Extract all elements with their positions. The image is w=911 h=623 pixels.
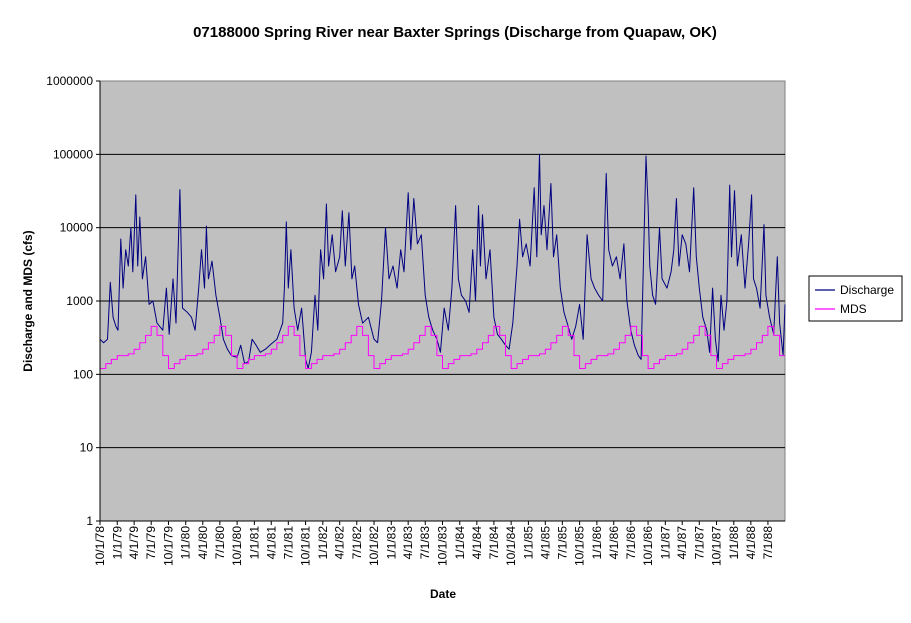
x-tick-label: 7/1/83 — [418, 526, 432, 560]
x-tick-label: 1/1/81 — [247, 526, 261, 560]
x-tick-label: 1/1/86 — [590, 526, 604, 560]
x-tick-label: 1/1/87 — [658, 526, 672, 560]
y-tick-label: 10 — [80, 441, 94, 455]
legend: Discharge MDS — [808, 275, 903, 322]
x-tick-label: 4/1/87 — [675, 526, 689, 560]
series-line-discharge — [99, 153, 786, 369]
x-tick-label: 1/1/83 — [384, 526, 398, 560]
x-tick-label: 1/1/85 — [521, 526, 535, 560]
x-tick-label: 4/1/85 — [538, 526, 552, 560]
x-tick-label: 4/1/82 — [333, 526, 347, 560]
x-tick-label: 1/1/84 — [453, 526, 467, 560]
x-tick-label: 7/1/85 — [555, 526, 569, 560]
y-tick-label: 1 — [86, 514, 93, 528]
x-tick-label: 7/1/87 — [692, 526, 706, 560]
legend-box — [808, 275, 903, 322]
x-tick-label: 7/1/79 — [144, 526, 158, 560]
x-tick-label: 10/1/78 — [93, 526, 107, 566]
x-tick-label: 4/1/80 — [196, 526, 210, 560]
x-tick-label: 4/1/88 — [744, 526, 758, 560]
axes: 1 10 100 1000 10000 100000 1000000 10/1/78 1/1/7… — [46, 74, 785, 566]
x-tick-label: 1/1/88 — [727, 526, 741, 560]
x-tick-label: 4/1/84 — [470, 526, 484, 560]
y-tick-label: 100 — [73, 367, 93, 381]
gridlines — [100, 153, 785, 449]
x-tick-label: 10/1/86 — [641, 526, 655, 566]
legend-label-discharge: Discharge — [840, 283, 894, 297]
legend-label-mds: MDS — [840, 302, 867, 316]
x-tick-label: 10/1/81 — [299, 526, 313, 566]
x-tick-label: 7/1/88 — [761, 526, 775, 560]
x-tick-label: 7/1/82 — [350, 526, 364, 560]
y-axis-title: Discharge and MDS (cfs) — [21, 230, 35, 371]
y-tick-label: 1000 — [66, 294, 93, 308]
x-tick-label: 1/1/79 — [110, 526, 124, 560]
x-tick-label: 1/1/82 — [316, 526, 330, 560]
x-tick-label: 10/1/80 — [230, 526, 244, 566]
y-tick-label: 1000000 — [46, 74, 93, 88]
x-tick-label: 7/1/81 — [281, 526, 295, 560]
x-tick-label: 7/1/80 — [213, 526, 227, 560]
x-tick-label: 7/1/84 — [487, 526, 501, 560]
x-tick-label: 10/1/79 — [161, 526, 175, 566]
x-tick-label: 4/1/86 — [607, 526, 621, 560]
x-tick-label: 1/1/80 — [179, 526, 193, 560]
x-tick-label: 4/1/81 — [264, 526, 278, 560]
series-layer — [99, 153, 786, 369]
x-tick-label: 10/1/82 — [367, 526, 381, 566]
x-tick-label: 4/1/83 — [401, 526, 415, 560]
chart-title: 07188000 Spring River near Baxter Spring… — [193, 24, 717, 41]
x-tick-label: 10/1/87 — [710, 526, 724, 566]
x-tick-label: 10/1/84 — [504, 526, 518, 566]
x-tick-label: 7/1/86 — [624, 526, 638, 560]
y-tick-label: 100000 — [53, 147, 93, 161]
x-tick-label: 10/1/83 — [436, 526, 450, 566]
y-tick-label: 10000 — [60, 221, 94, 235]
x-axis-title: Date — [430, 587, 456, 601]
series-line-mds — [100, 325, 785, 369]
x-tick-label: 4/1/79 — [127, 526, 141, 560]
x-tick-label: 10/1/85 — [573, 526, 587, 566]
